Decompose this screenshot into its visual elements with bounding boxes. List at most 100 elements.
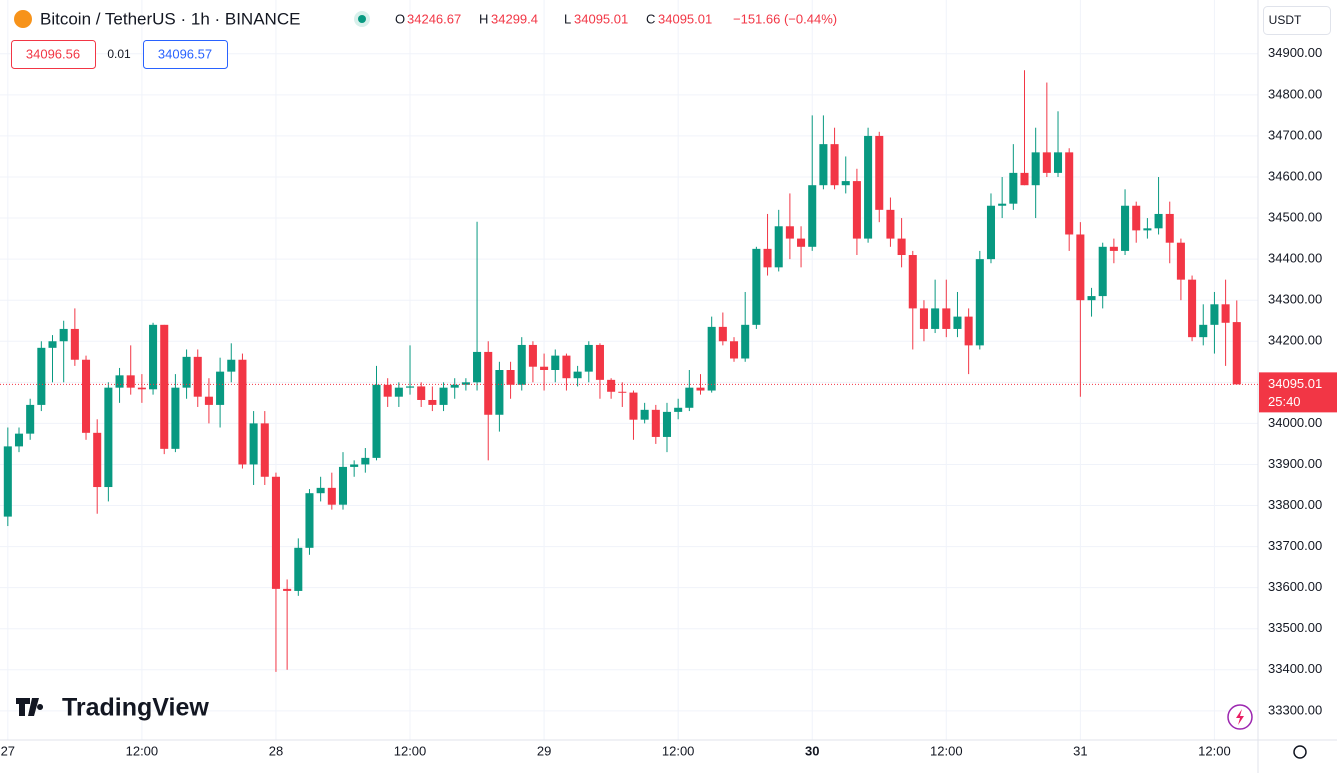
last-price-tag [1259, 372, 1337, 413]
ask-price: 34096.57 [158, 46, 212, 61]
currency-button[interactable] [1263, 6, 1331, 35]
candle-body [830, 144, 839, 186]
status-dot [358, 15, 366, 23]
symbol-title[interactable]: Bitcoin / TetherUS · 1h · BINANCE [40, 9, 300, 28]
high-value: 34299.4 [491, 11, 538, 26]
candle-body [975, 259, 984, 346]
bid-box[interactable] [11, 40, 96, 69]
watermark: TradingView [62, 694, 209, 722]
candle-body [93, 432, 102, 488]
candle-body [495, 370, 504, 415]
settings-icon[interactable] [1293, 745, 1307, 759]
candle-body [886, 209, 895, 239]
candle-body [1031, 152, 1040, 186]
candle-body [986, 205, 996, 260]
ask-box[interactable] [143, 40, 228, 69]
x-tick-label: 30 [805, 743, 819, 758]
candle-body [37, 347, 46, 405]
bid-price: 34096.56 [26, 46, 80, 61]
y-tick-label: 34500.00 [1268, 209, 1322, 224]
y-tick-label: 33900.00 [1268, 456, 1322, 471]
candle-body [59, 328, 68, 342]
candle-body [1176, 242, 1185, 280]
candle-body [573, 371, 582, 379]
candle-body [864, 135, 873, 239]
candle-body [473, 351, 482, 383]
candle-body [383, 384, 392, 397]
candle-body [104, 387, 113, 488]
candle-body [327, 487, 336, 505]
candle-body [729, 341, 739, 359]
candle-body [953, 316, 962, 329]
candle-body [1053, 152, 1063, 173]
high-label: H [479, 11, 488, 26]
x-tick-label: 31 [1073, 743, 1087, 758]
candle-body [763, 248, 772, 268]
candle-body [249, 423, 258, 465]
candle-body [607, 379, 616, 392]
candle-body [1143, 228, 1152, 231]
candle-body [685, 387, 694, 408]
candle-body [1020, 172, 1029, 186]
candle-body [528, 344, 537, 367]
candle-body [428, 399, 437, 405]
candle-body [82, 359, 91, 433]
x-tick-label: 12:00 [930, 743, 963, 758]
y-tick-label: 34400.00 [1268, 251, 1322, 266]
candle-body [1087, 296, 1096, 301]
candle-body [651, 409, 660, 437]
candle-body [171, 387, 180, 449]
candle-body [338, 466, 348, 505]
y-tick-label: 33500.00 [1268, 620, 1322, 635]
candle-body [819, 144, 828, 186]
candle-body [718, 326, 727, 342]
last-price-label: 34095.01 [1268, 376, 1322, 391]
candle-body [629, 392, 638, 420]
candle-body [741, 324, 750, 359]
candle-body [852, 181, 861, 239]
candle-body [1221, 304, 1230, 323]
candle-body [674, 407, 683, 412]
candle-body [584, 344, 593, 372]
candle-body [919, 308, 928, 329]
open-label: O [395, 11, 405, 26]
candle-body [931, 308, 940, 329]
close-value: 34095.01 [658, 11, 712, 26]
candle-body [517, 344, 526, 385]
candle-body [696, 387, 705, 391]
coin-icon [14, 10, 32, 28]
candle-body [238, 359, 247, 465]
candle-body [70, 328, 79, 360]
candle-body [227, 359, 236, 372]
candle-body [774, 226, 783, 268]
candle-body [450, 384, 459, 388]
y-tick-label: 33400.00 [1268, 661, 1322, 676]
candle-body [283, 588, 292, 591]
candle-body [394, 387, 403, 397]
close-label: C [646, 11, 655, 26]
y-tick-label: 34700.00 [1268, 127, 1322, 142]
candle-body [260, 423, 269, 477]
candle-body [350, 464, 359, 467]
y-tick-label: 34900.00 [1268, 45, 1322, 60]
candle-body [797, 238, 806, 247]
candle-body [3, 446, 12, 517]
candle-body [406, 386, 415, 388]
candle-body [506, 370, 515, 385]
candle-body [875, 135, 884, 210]
x-tick-label: 27 [1, 743, 15, 758]
candle-body [942, 308, 951, 329]
candle-body [1121, 205, 1130, 251]
x-tick-label: 28 [269, 743, 283, 758]
candle-body [361, 457, 370, 465]
candle-body [316, 487, 325, 494]
candle-body [48, 341, 57, 348]
x-tick-label: 12:00 [662, 743, 695, 758]
candle-body [908, 255, 917, 309]
candle-body [998, 203, 1007, 206]
candle-body [439, 387, 448, 405]
y-tick-label: 34300.00 [1268, 292, 1322, 307]
candle-body [540, 366, 549, 370]
candle-body [1009, 172, 1018, 204]
candle-body [1076, 234, 1085, 301]
